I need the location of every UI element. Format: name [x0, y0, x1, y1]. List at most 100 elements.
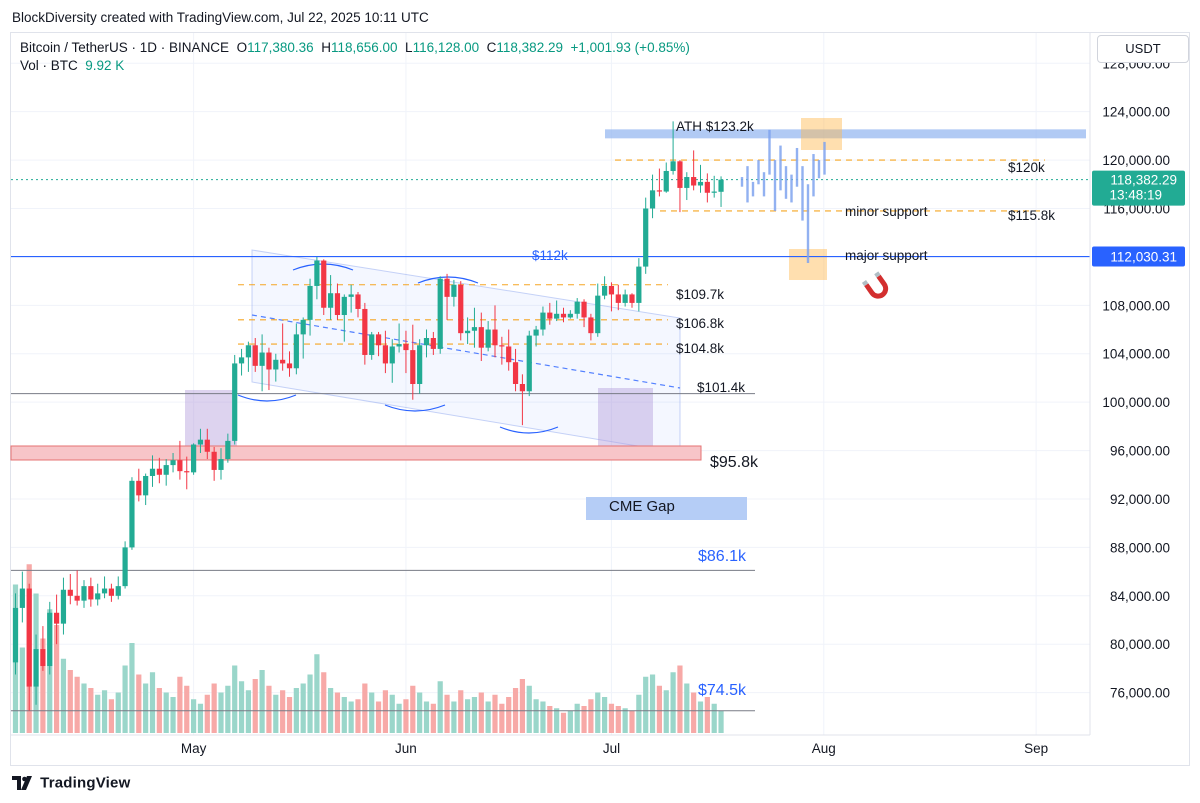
candle-body	[300, 319, 306, 335]
horizontal-levels	[11, 159, 1090, 712]
label-major-support: major support	[845, 248, 928, 263]
candle-body	[115, 586, 121, 596]
volume-bar	[74, 676, 80, 733]
volume-bar	[177, 676, 183, 733]
volume-bar	[403, 699, 409, 733]
candle-body	[341, 296, 347, 316]
candle-body	[560, 313, 567, 318]
tradingview-logo-icon	[12, 776, 32, 791]
volume-bar	[341, 697, 347, 733]
volume-bar	[629, 710, 635, 733]
candle-body	[636, 266, 642, 303]
candle-body	[691, 177, 697, 186]
volume-bar	[286, 697, 293, 733]
volume-bar	[238, 681, 245, 733]
candle-body	[478, 327, 484, 348]
volume-bar	[191, 699, 197, 733]
volume-bar	[471, 697, 478, 733]
volume-bar	[533, 699, 539, 733]
target-zone-top	[801, 118, 842, 150]
candle-body	[554, 313, 560, 319]
candle-body	[512, 362, 519, 384]
candle-body	[74, 595, 80, 601]
candle-body	[649, 190, 656, 209]
candle-body	[615, 294, 621, 303]
level-price-value: 112,030.31	[1110, 250, 1177, 265]
page-header: BlockDiversity created with TradingView.…	[0, 0, 1200, 32]
candle-body	[547, 312, 553, 319]
volume-bar	[197, 703, 204, 733]
candle-body	[149, 468, 156, 476]
candle-body	[711, 191, 717, 193]
magnet-pole-left	[861, 280, 869, 287]
candle-body	[355, 294, 361, 309]
candle-body	[67, 589, 73, 596]
candle-body	[33, 649, 39, 687]
annotation-labels: ATH $123.2k $120k minor support $115.8k $112…	[532, 119, 1055, 699]
cme-gap-box	[586, 497, 747, 520]
volume-bar	[643, 676, 649, 733]
volume-bar	[636, 694, 642, 733]
volume-bar	[129, 643, 135, 733]
candle-body	[574, 301, 580, 314]
candle-body	[245, 345, 251, 358]
pattern-arc	[237, 394, 297, 402]
legend-change: +1,001.93 (+0.85%)	[570, 40, 690, 55]
candle-body	[595, 295, 601, 334]
volume-bar	[115, 692, 121, 733]
annotation-zones	[10, 118, 1086, 520]
y-tick-label: 84,000.00	[1110, 589, 1170, 604]
candle-body	[88, 586, 94, 600]
volume-bar	[218, 692, 224, 733]
current-price-value: 118,382.29	[1110, 173, 1177, 188]
currency-button[interactable]: USDT	[1097, 35, 1189, 63]
candle-body	[334, 293, 341, 316]
volume-bar	[382, 690, 388, 733]
candle-body	[286, 363, 293, 369]
y-tick-label: 80,000.00	[1110, 637, 1170, 652]
legend-volume-value: 9.92 K	[85, 58, 125, 73]
volume-bar	[485, 701, 491, 733]
candle-body	[170, 460, 176, 466]
volume-bar	[232, 665, 238, 733]
candle-body	[581, 301, 587, 318]
candle-body	[369, 334, 375, 355]
candle-body	[95, 593, 101, 600]
volume-bar	[355, 699, 361, 733]
y-tick-label: 120,000.00	[1102, 153, 1170, 168]
candle-body	[471, 327, 478, 331]
label-95-8k: $95.8k	[710, 454, 759, 471]
volume-bar	[348, 701, 354, 733]
candle-body	[191, 444, 197, 473]
legend-close-label: C	[486, 40, 497, 55]
candle-body	[197, 439, 204, 445]
accumulation-box-2	[598, 388, 653, 453]
volume-bar	[499, 703, 505, 733]
candle-body	[156, 468, 162, 475]
candle-body	[437, 278, 443, 349]
volume-bar	[691, 692, 697, 733]
magnet-body	[864, 274, 889, 299]
legend-open: 117,380.36	[247, 40, 314, 55]
label-115-8k: $115.8k	[1008, 208, 1055, 223]
candle-body	[293, 334, 299, 369]
volume-bar	[122, 665, 128, 733]
volume-bar	[280, 690, 286, 733]
candle-body	[122, 547, 128, 587]
volume-bar	[60, 658, 67, 733]
volume-bar	[67, 670, 73, 733]
label-106-8k: $106.8k	[676, 316, 724, 331]
volume-bar	[259, 670, 265, 733]
legend-open-label: O	[236, 40, 248, 55]
volume-bar	[143, 683, 149, 733]
x-tick-label: Jun	[395, 741, 417, 756]
candle-body	[663, 170, 669, 192]
volume-bar	[19, 647, 25, 733]
legend-close: 118,382.29	[496, 40, 563, 55]
candle-body	[47, 612, 53, 667]
volume-bar	[245, 690, 251, 733]
volume-bar	[437, 681, 443, 733]
volume-bar	[663, 690, 669, 733]
candle-body	[382, 345, 388, 364]
